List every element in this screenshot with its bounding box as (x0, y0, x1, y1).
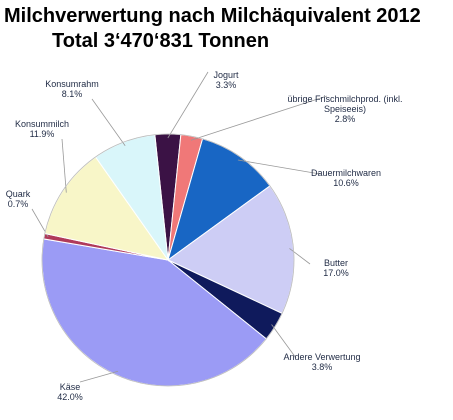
slice-name-label: Dauermilchwaren (311, 168, 381, 178)
leader-line (271, 324, 297, 359)
slice-name-label: Konsumrahm (45, 79, 99, 89)
leader-line (91, 98, 126, 146)
chart-subtitle: Total 3‘470‘831 Tonnen (52, 30, 270, 52)
chart-title-block: Milchverwertung nach Milchäquivalent 201… (0, 4, 453, 54)
leader-line (190, 95, 328, 141)
slice-name-label: übrige Frischmilchprod. (inkl. (287, 94, 402, 104)
slice-percent-label: 3.8% (312, 362, 333, 372)
slice-percent-label: 2.8% (335, 114, 356, 124)
slice-percent-label: 42.0% (57, 392, 83, 402)
slice-percent-label: 11.9% (30, 129, 55, 139)
slice-percent-label: 10.6% (333, 178, 359, 188)
slice-name-label: Quark (6, 189, 31, 199)
leader-line (289, 248, 311, 265)
slice-name-label: Speiseeis) (324, 104, 366, 114)
pie-outline (41, 133, 295, 387)
slice-name-label: Konsummilch (15, 119, 69, 129)
slice-name-label: Butter (324, 258, 348, 268)
leader-line (61, 138, 67, 193)
slice-percent-label: 8.1% (62, 89, 83, 99)
slice-percent-label: 0.7% (8, 199, 29, 209)
slice-name-label: Käse (60, 382, 81, 392)
slice-name-label: Jogurt (213, 70, 239, 80)
slice-percent-label: 3.3% (216, 80, 237, 90)
chart-title: Milchverwertung nach Milchäquivalent 201… (4, 5, 421, 27)
leader-line (167, 71, 209, 139)
slice-name-label: Andere Verwertung (283, 352, 360, 362)
slice-percent-label: 17.0% (323, 268, 349, 278)
leader-line (237, 159, 321, 175)
